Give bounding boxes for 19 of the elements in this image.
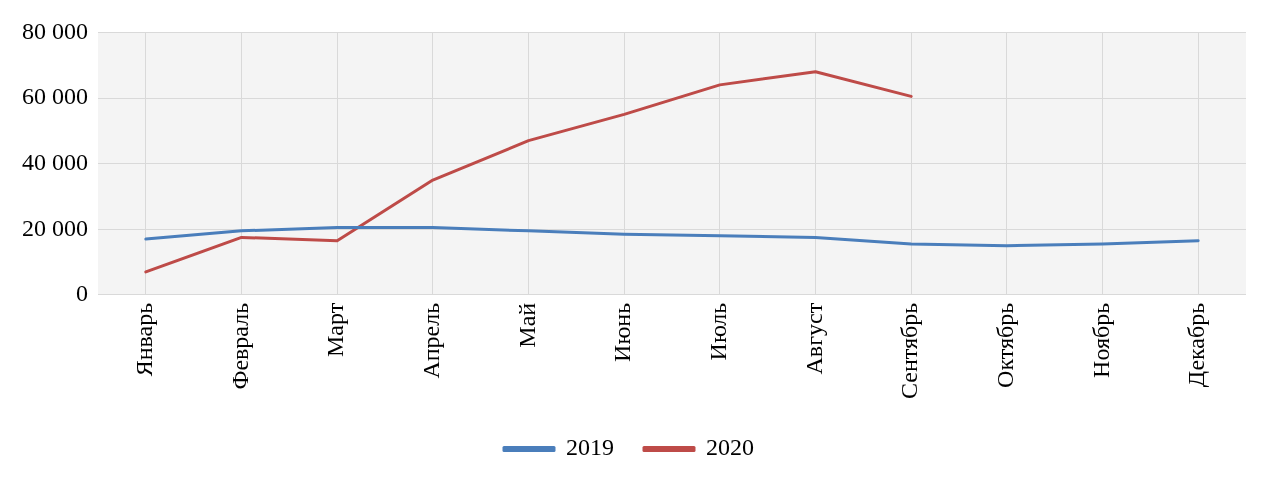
x-tick-label: Июнь bbox=[609, 302, 636, 362]
x-tick-label: Март bbox=[322, 302, 349, 358]
x-tick-label: Апрель bbox=[418, 302, 445, 379]
x-tick-label: Октябрь bbox=[992, 302, 1019, 388]
x-tick-label: Февраль bbox=[226, 302, 253, 390]
x-tick-label: Сентябрь bbox=[896, 302, 923, 400]
legend-label: 2020 bbox=[706, 434, 754, 461]
y-tick-label: 80 000 bbox=[22, 17, 88, 44]
x-tick-label: Ноябрь bbox=[1087, 302, 1114, 378]
y-tick-label: 0 bbox=[76, 280, 88, 307]
x-tick-label: Январь bbox=[131, 302, 158, 377]
y-tick-label: 40 000 bbox=[22, 148, 88, 175]
x-tick-label: Май bbox=[513, 302, 540, 348]
x-tick-label: Июль bbox=[705, 302, 732, 361]
x-tick-label: Декабрь bbox=[1183, 302, 1210, 388]
y-tick-label: 20 000 bbox=[22, 214, 88, 241]
y-tick-label: 60 000 bbox=[22, 83, 88, 110]
legend-label: 2019 bbox=[566, 434, 614, 461]
x-tick-label: Август bbox=[800, 302, 827, 375]
